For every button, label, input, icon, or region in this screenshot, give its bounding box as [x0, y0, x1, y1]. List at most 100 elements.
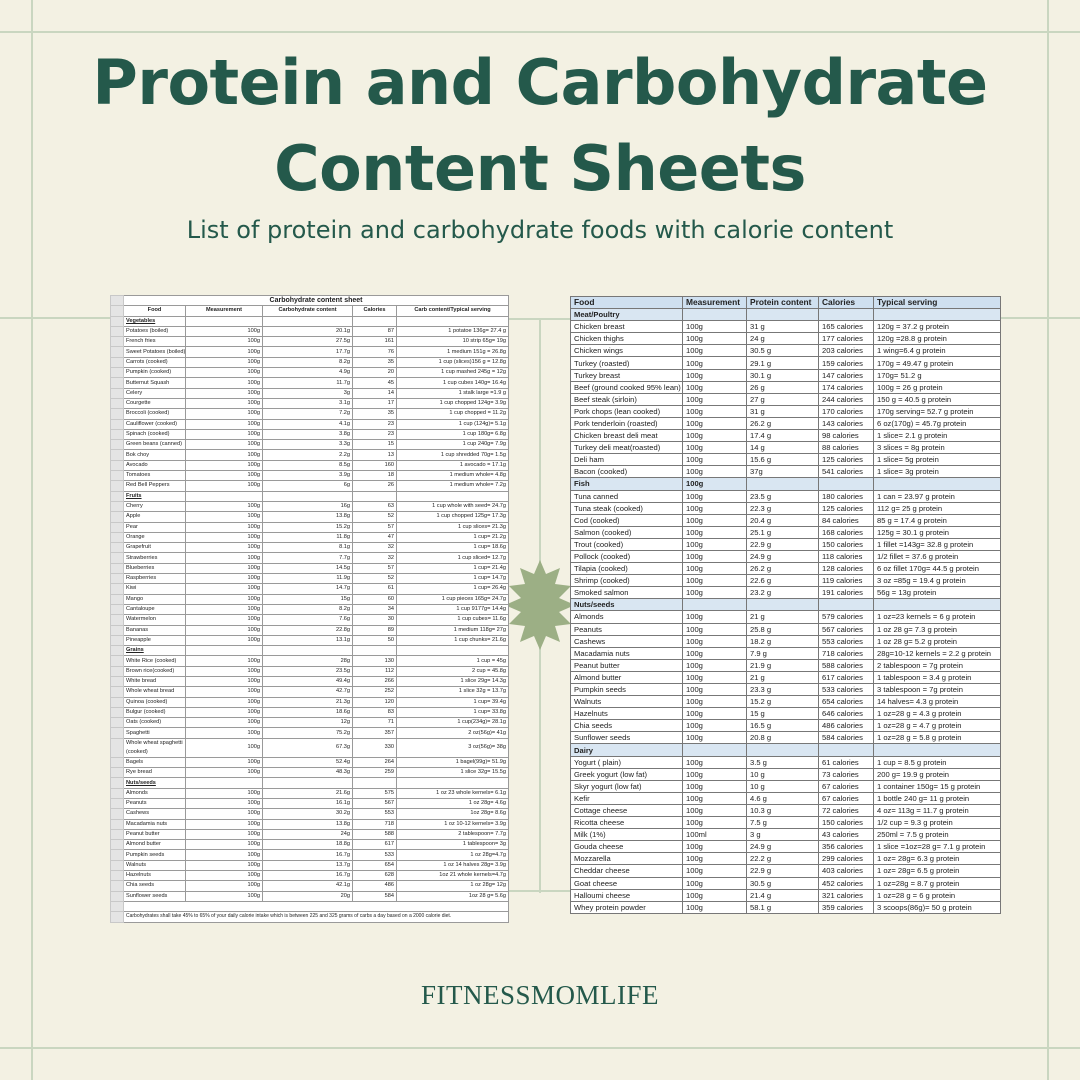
row: Bananas 100g 22.8g 89 1 medium 118g= 27g [110, 624, 509, 636]
cell: Grains [123, 645, 186, 657]
cell: 1 cup = 8.5 g protein [873, 755, 1001, 769]
row: Walnuts 100g 13.7g 654 1 oz 14 halves 28g= 3… [110, 859, 509, 872]
cell: 567 calories [818, 622, 874, 636]
cell: 259 [352, 767, 397, 779]
cell: 1 slice 32g = 13.7g [396, 686, 509, 698]
cell: 47 [352, 531, 397, 544]
cell: 57 [352, 562, 397, 575]
cell: Hazelnuts [570, 707, 683, 721]
row: Hazelnuts 100g 15 g 646 calories 1 oz=28 g =… [570, 707, 1001, 721]
cell: 161 [352, 336, 397, 348]
row: Pear 100g 15.2g 57 1 cup slices= 21.3g [110, 521, 509, 533]
cell [682, 743, 747, 757]
cell: 1 tablespoon= 3g [396, 839, 509, 851]
row: Broccoli (cooked) 100g 7.2g 35 1 cup chopped… [110, 408, 509, 420]
row: Butternut Squash 100g 11.7g 45 1 cup cubes 1… [110, 377, 509, 389]
cell [110, 911, 124, 923]
row: Chicken breast deli meat 100g 17.4 g 98 cal… [570, 429, 1001, 443]
cell: Vegetables [123, 315, 186, 327]
cell: 61 [352, 583, 397, 595]
cell: 170g= 51.2 g [873, 368, 1001, 382]
cell: 1 cup cubes= 11.6g [396, 614, 509, 626]
row: Shrimp (cooked) 100g 22.6 g 119 calories 3 o… [570, 574, 1001, 588]
cell: Pumpkin seeds [123, 849, 186, 861]
cell: 7.2g [262, 408, 353, 420]
row: Cantaloupe 100g 8.2g 34 1 cup 9177g= 14.4g [110, 603, 509, 616]
cell: Pumpkin seeds [570, 682, 683, 697]
row: Orange 100g 11.8g 47 1 cup= 21.2g [110, 531, 509, 544]
cell: 112 g= 25 g protein [873, 501, 1001, 515]
cell: 1 tablespoon = 3.4 g protein [873, 670, 1001, 685]
cell: 15.2 g [746, 695, 819, 709]
cell: 4 oz= 113g = 11.7 g protein [873, 803, 1001, 818]
cell: 31 g [746, 320, 819, 334]
cell: 128 calories [818, 562, 874, 576]
cell: Walnuts [123, 859, 186, 872]
cell: Cottage cheese [570, 803, 683, 818]
cell: 23.2 g [746, 586, 819, 600]
cell: 1 bagel(99g)= 51.9g [396, 756, 509, 769]
cell: 330 [352, 737, 397, 758]
cell: Avocado [123, 459, 186, 472]
cell: Chia seeds [570, 719, 683, 733]
cell: 125g = 30.1 g protein [873, 525, 1001, 539]
cell: 35 [352, 408, 397, 420]
cell: 23.5g [262, 665, 353, 677]
cell: Pollock (cooked) [570, 549, 683, 564]
cell: 1 cup mashed 245g = 12g [396, 367, 509, 379]
row: Courgette 100g 3.1g 17 1 cup chopped 124g= 3… [110, 397, 509, 410]
section-row: Fruits [110, 490, 509, 502]
cell: Tuna canned [570, 489, 683, 503]
cell: Chicken thighs [570, 332, 683, 346]
cell: 100g [682, 888, 747, 902]
cell: 100g [682, 779, 747, 793]
cell: Sunflower seeds [570, 731, 683, 745]
cell: 100g [185, 542, 263, 554]
cell: Turkey deli meat(roasted) [570, 441, 683, 455]
cell: 100g [185, 655, 263, 667]
cell: 1 cup shredded 70g= 1.5g [396, 449, 509, 461]
cell: 100g [185, 459, 263, 472]
cell [110, 531, 124, 544]
cell: 100g [682, 441, 747, 455]
cell: 3g [262, 387, 353, 399]
cell [746, 477, 819, 491]
cell: 83 [352, 706, 397, 719]
cell: 1 cup pieces 165g= 24.7g [396, 593, 509, 605]
cell: 1 cup = 45g [396, 655, 509, 667]
cell: 1oz 21 whole kernels=4.7g [396, 870, 509, 882]
cell: 73 calories [818, 767, 874, 781]
cell: 100g [185, 890, 263, 902]
cell [110, 849, 124, 861]
cell: 1 oz=28g = 8.7 g protein [873, 876, 1001, 890]
cell: Cheddar cheese [570, 864, 683, 878]
cell: 72 calories [818, 803, 874, 818]
cell: 100g [185, 634, 263, 647]
cell: 170g serving= 52.7 g protein [873, 404, 1001, 418]
row: Kiwi 100g 14.7g 61 1 cup= 26.4g [110, 583, 509, 595]
cell [110, 828, 124, 841]
cell: 25.8 g [746, 622, 819, 636]
cell [110, 552, 124, 564]
cell: 1 oz 28g= 4.6g [396, 797, 509, 810]
cell: 15.6 g [746, 453, 819, 467]
row: Smoked salmon 100g 23.2 g 191 calories 56g =… [570, 586, 1001, 600]
cell: 1 oz 28 g= 7.3 g protein [873, 622, 1001, 636]
cell [110, 603, 124, 616]
cell [352, 777, 397, 789]
cell: 21 g [746, 610, 819, 624]
cell [110, 315, 124, 327]
cell: 100g [682, 368, 747, 382]
row: Green beans (canned) 100g 3.3g 15 1 cup 240g… [110, 439, 509, 451]
cell: 1 cup= 18.6g [396, 542, 509, 554]
cell: 100g [682, 803, 747, 818]
cell: 321 calories [818, 888, 874, 902]
cell [818, 598, 874, 612]
cell: Orange [123, 531, 186, 544]
cell: 100g [682, 537, 747, 551]
row: Bok choy 100g 2.2g 13 1 cup shredded 70g= 1.… [110, 449, 509, 461]
cell [185, 315, 263, 327]
section-row: Vegetables [110, 315, 509, 327]
cell: 359 calories [818, 900, 874, 914]
cell: Food [570, 295, 683, 310]
